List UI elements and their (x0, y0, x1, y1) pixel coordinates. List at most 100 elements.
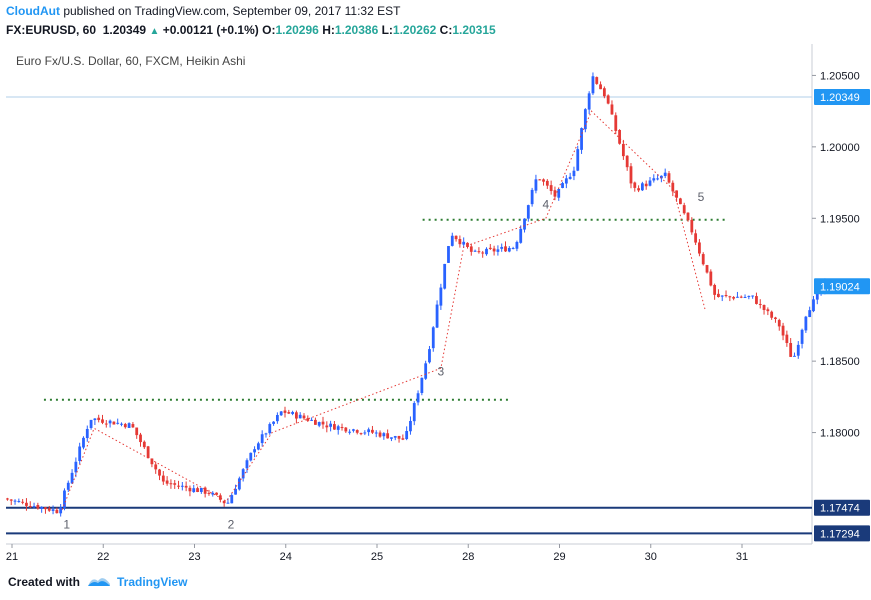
candle-up (63, 490, 66, 508)
candle-down (139, 434, 142, 443)
candle-up (450, 235, 454, 246)
candle-down (154, 464, 158, 470)
candle-down (755, 296, 758, 304)
candle-up (241, 469, 245, 479)
candle-down (283, 410, 287, 413)
candle-up (382, 433, 386, 437)
candle-down (454, 235, 458, 240)
wave-label: 3 (438, 364, 445, 378)
candle-down (477, 251, 481, 253)
candle-down (713, 284, 717, 295)
author-link[interactable]: CloudAut (6, 4, 60, 18)
candle-up (576, 149, 580, 171)
candle-up (568, 176, 572, 179)
candle-up (751, 295, 755, 297)
tradingview-logo-icon (86, 572, 112, 593)
x-tick-label: 23 (188, 551, 200, 563)
candle-up (253, 449, 256, 453)
chart-header: CloudAut published on TradingView.com, S… (0, 0, 871, 44)
publish-line: CloudAut published on TradingView.com, S… (6, 4, 400, 18)
candle-up (85, 428, 89, 439)
candle-up (747, 295, 751, 297)
high-label: H: (322, 23, 335, 37)
candle-up (329, 423, 333, 427)
candle-up (32, 506, 36, 508)
candle-up (663, 172, 667, 177)
candle-up (652, 178, 656, 181)
candle-down (675, 190, 679, 198)
candle-up (336, 426, 340, 430)
candle-up (428, 349, 431, 363)
candle-down (553, 190, 557, 197)
candle-down (698, 242, 701, 254)
candle-down (739, 296, 743, 298)
candle-down (629, 166, 633, 184)
candle-down (165, 480, 169, 484)
candle-down (294, 412, 298, 419)
candle-up (390, 437, 393, 439)
candle-down (762, 304, 766, 311)
candle-down (458, 239, 462, 245)
y-tick-label: 1.19500 (820, 213, 860, 225)
candle-down (196, 488, 199, 492)
candle-down (306, 418, 310, 421)
candle-down (701, 254, 705, 265)
candle-down (344, 427, 348, 432)
wave-projection-line (61, 110, 706, 510)
candle-down (36, 505, 40, 509)
candle-up (272, 421, 275, 424)
candle-down (184, 485, 188, 488)
candle-up (519, 228, 523, 243)
candle-down (378, 432, 382, 437)
candle-down (705, 265, 709, 273)
candle-up (800, 329, 804, 344)
candle-down (671, 182, 675, 192)
candle-up (245, 460, 249, 469)
candle-down (466, 242, 469, 247)
candle-up (127, 423, 131, 428)
candle-up (523, 218, 526, 230)
x-tick-label: 25 (371, 551, 383, 563)
candle-down (215, 492, 218, 495)
candle-up (249, 452, 253, 461)
candle-down (218, 495, 222, 500)
candle-up (511, 248, 515, 250)
candle-down (789, 342, 793, 357)
candle-down (355, 430, 359, 433)
candle-down (177, 485, 180, 487)
candle-up (237, 478, 241, 490)
y-tick-label: 1.18500 (820, 356, 860, 368)
candle-down (549, 185, 553, 192)
candle-down (728, 296, 732, 298)
candle-up (500, 246, 504, 249)
candle-down (766, 309, 770, 312)
x-tick-label: 31 (736, 551, 748, 563)
candle-down (371, 429, 374, 433)
candle-up (82, 437, 85, 448)
high-value: 1.20386 (334, 23, 379, 37)
candle-down (785, 334, 789, 344)
candle-up (374, 432, 378, 434)
candle-down (618, 130, 621, 144)
wave-label: 4 (542, 197, 549, 211)
symbol-line: FX:EURUSD, 60 1.20349 ▲ +0.00121 (+0.1%)… (6, 23, 496, 37)
candle-up (409, 420, 412, 432)
candle-up (70, 472, 74, 484)
created-with-label: Created with (8, 575, 81, 589)
candle-up (659, 175, 663, 179)
up-arrow-icon: ▲ (149, 26, 160, 37)
candle-up (424, 363, 428, 379)
wave-label: 2 (228, 517, 235, 531)
candle-down (488, 247, 492, 249)
candle-down (717, 293, 720, 297)
candle-up (199, 487, 203, 492)
price-tag-label: 1.19024 (820, 281, 860, 293)
candle-up (234, 488, 237, 495)
candle-up (89, 419, 93, 428)
candle-up (108, 420, 112, 424)
candle-down (101, 419, 104, 423)
tradingview-link[interactable]: TradingView (117, 575, 188, 589)
candle-down (469, 246, 473, 252)
candle-up (530, 189, 534, 205)
